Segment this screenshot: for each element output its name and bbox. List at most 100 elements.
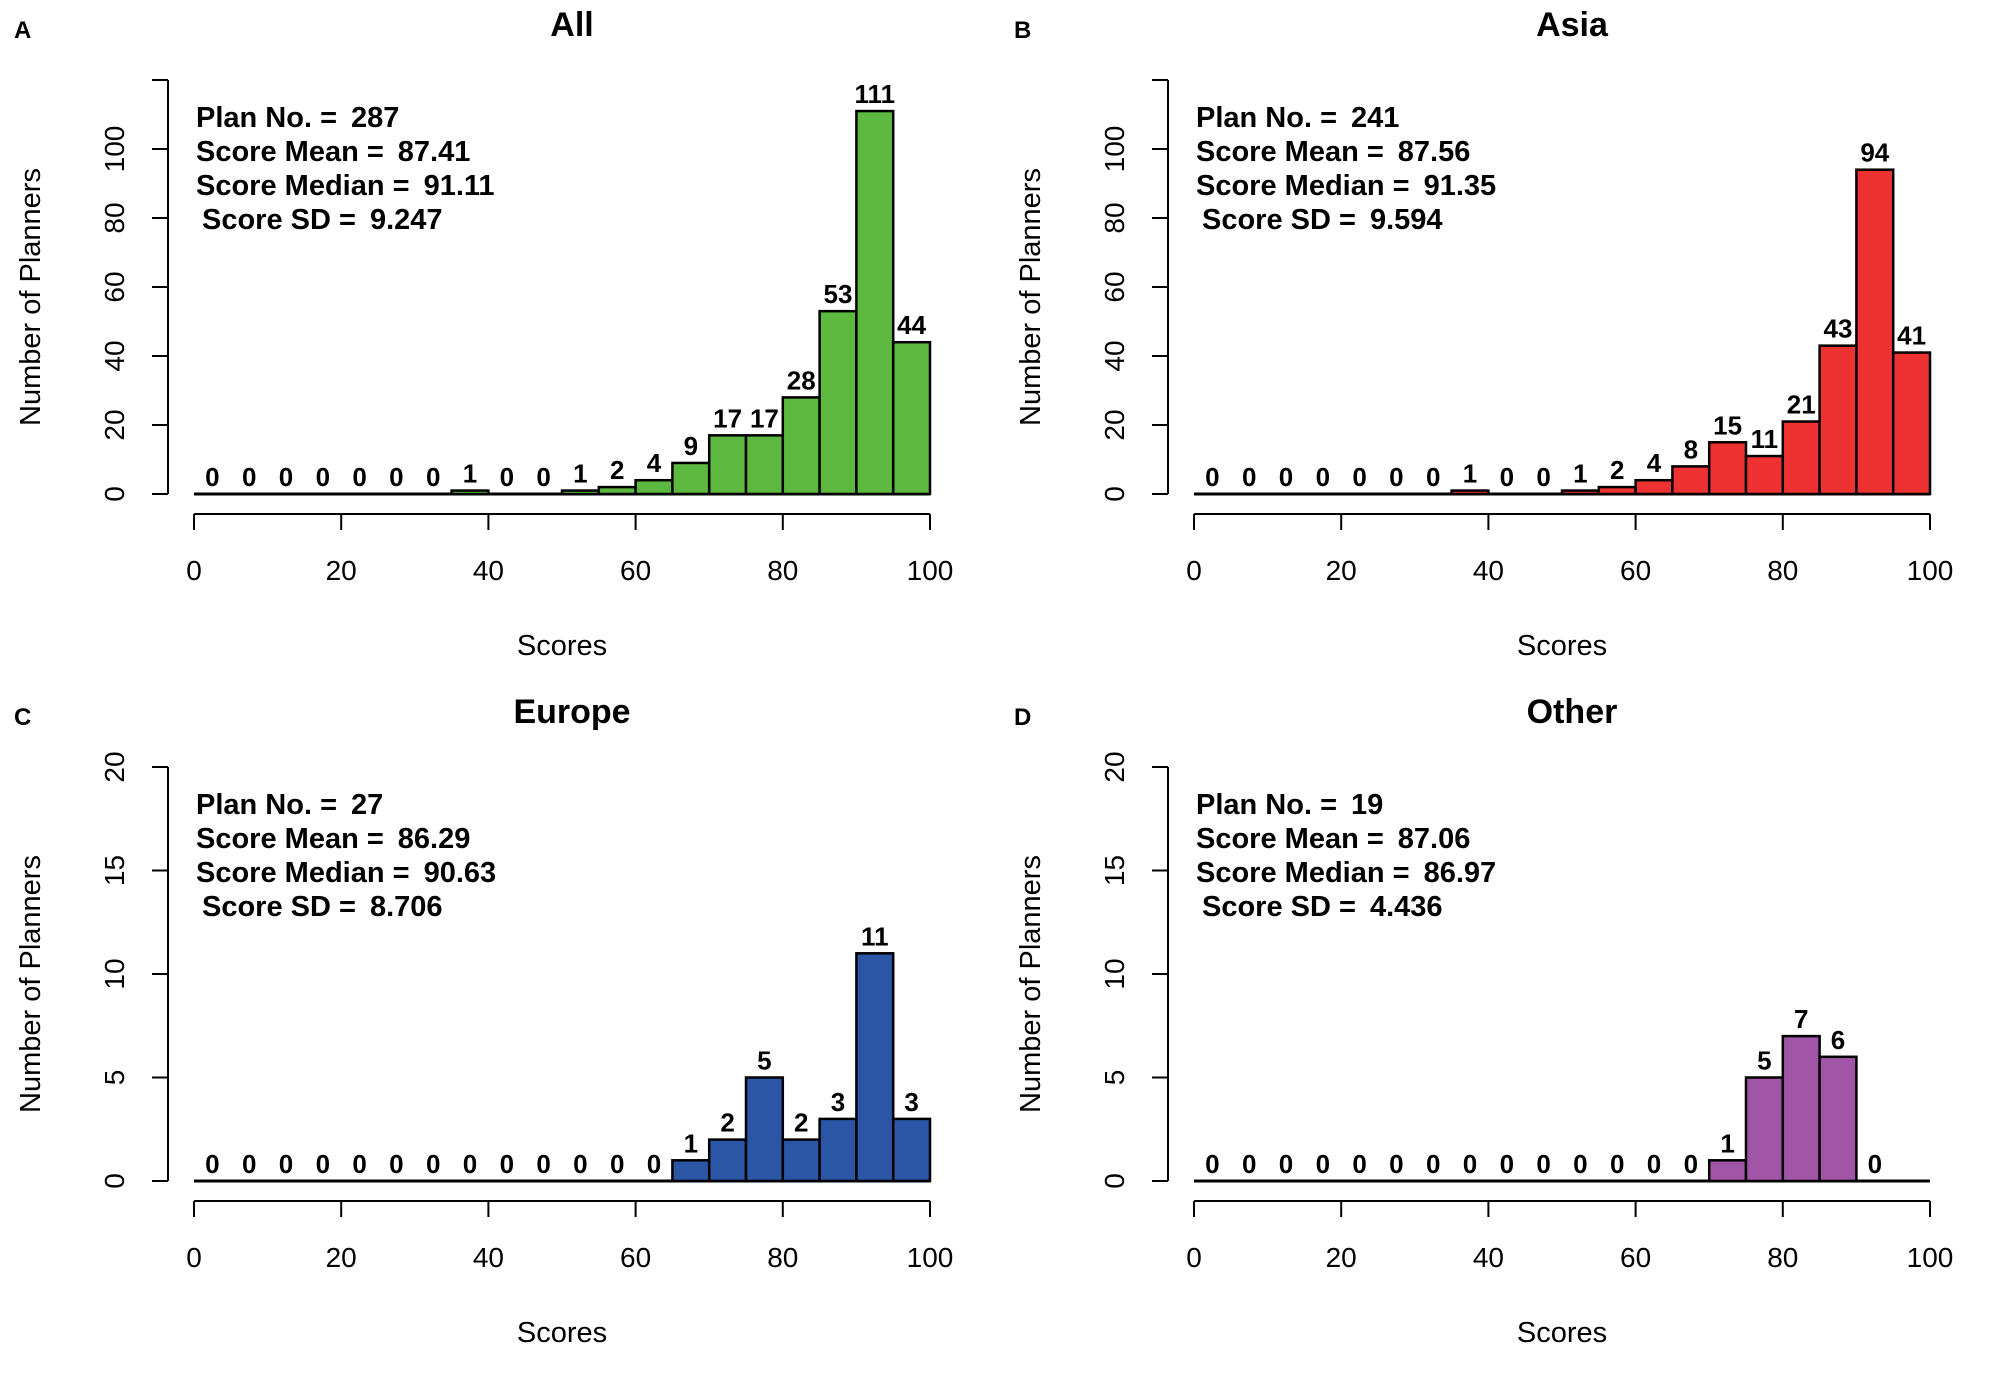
stat-value: 91.11 [424,170,495,202]
bar-count-label: 17 [750,403,779,433]
histogram-bar [744,1076,785,1183]
bar-count-label: 2 [720,1108,734,1138]
bar-count-label: 0 [1500,1149,1514,1179]
bar-count-label: 0 [1205,462,1219,492]
histogram-bar [1744,1076,1785,1183]
y-tick-label: 0 [1099,1173,1130,1189]
chart-title: Other [1527,693,1618,731]
stat-label: Score Median = [196,170,410,202]
stat-label: Score Mean = [196,136,384,168]
stat-label: Plan No. = [1196,789,1337,821]
bar-count-label: 11 [861,921,889,951]
histogram-bar [818,1117,858,1183]
bar-count-label: 0 [1647,1149,1661,1179]
stat-label: Score SD = [1202,204,1356,236]
bar-count-label: 5 [1757,1046,1771,1076]
stat-line: Plan No. = 241 [1196,102,1399,134]
stat-label: Plan No. = [1196,102,1337,134]
x-axis-label: Scores [517,1317,607,1349]
stat-value: 86.29 [398,823,471,855]
histogram-bar [1671,465,1711,496]
bar-count-label: 0 [426,1149,440,1179]
y-tick-label: 40 [1099,340,1130,371]
bar-count-label: 0 [279,1149,293,1179]
y-tick-label: 10 [99,958,130,989]
histogram-bar [1707,1159,1748,1183]
chart-title: All [550,6,593,44]
x-tick-label: 60 [1620,1242,1651,1273]
bar-count-label: 111 [855,79,896,109]
bar-count-label: 1 [1573,459,1587,489]
y-tick-label: 20 [99,409,130,440]
stat-label: Score SD = [202,891,356,923]
x-tick-label: 60 [620,555,651,586]
stat-value: 287 [351,102,399,134]
stat-label: Score Median = [1196,170,1410,202]
bar-count-label: 2 [1610,455,1624,485]
bar-count-label: 43 [1824,314,1853,344]
histogram-bar [707,1138,748,1183]
bar-count-label: 4 [647,448,662,478]
histogram-bar [560,489,601,496]
histogram-bar [744,434,785,496]
histogram-bar [855,952,895,1183]
panel-letter: B [1014,17,1031,44]
y-tick-label: 15 [99,855,130,886]
stat-line: Score Mean = 87.56 [1196,136,1470,168]
histogram-bar [1818,344,1858,496]
bar-count-label: 0 [352,462,366,492]
panel-d: D Other 0 5 10 15 20 Number of Planners 0 20 40 60 8… [1000,687,2000,1374]
x-axis-label: Scores [1517,630,1607,662]
stat-line: Plan No. = 27 [196,789,383,821]
bar-count-label: 0 [1500,462,1514,492]
stat-value: 8.706 [370,891,443,923]
bar-count-label: 0 [1352,462,1366,492]
y-tick-label: 100 [1099,126,1130,173]
bar-count-label: 1 [573,459,587,489]
stat-label: Score Median = [196,857,410,889]
x-tick-label: 0 [186,555,202,586]
histogram-bar [1634,478,1674,496]
x-tick-label: 40 [1473,555,1504,586]
stat-line: Plan No. = 287 [196,102,399,134]
x-tick-label: 0 [1186,1242,1202,1273]
histogram-bar [1560,489,1601,496]
stat-value: 9.594 [1370,204,1443,236]
histogram-bar [1597,485,1637,496]
bar-count-label: 28 [787,365,816,395]
x-tick-label: 100 [1907,1242,1954,1273]
x-tick-label: 40 [1473,1242,1504,1273]
histogram-bar [597,485,637,496]
bar-count-label: 0 [1573,1149,1587,1179]
bar-count-label: 0 [500,1149,514,1179]
histogram-bar [450,489,490,496]
x-tick-label: 60 [620,1242,651,1273]
stat-line: Score Median = 91.35 [1196,170,1496,202]
bar-count-label: 94 [1860,138,1889,168]
x-tick-label: 80 [1767,555,1798,586]
histogram-bar [1744,454,1785,496]
bar-count-label: 0 [1536,462,1550,492]
x-tick-label: 100 [907,1242,954,1273]
stat-line: Plan No. = 19 [1196,789,1383,821]
panel-letter: A [14,17,31,44]
bar-count-label: 11 [1751,424,1779,454]
y-tick-label: 0 [1099,486,1130,502]
y-tick-label: 5 [1099,1070,1130,1086]
bar-count-label: 0 [242,462,256,492]
bar-count-label: 0 [1316,462,1330,492]
bar-count-label: 1 [1463,459,1477,489]
bar-count-label: 5 [757,1046,771,1076]
histogram-bar [781,396,821,496]
stat-value: 241 [1351,102,1399,134]
histogram-bar [1781,420,1821,496]
panel-b: B Asia 0 20 40 60 80 100 Number of Planners 0 20 40… [1000,0,2000,687]
bar-count-label: 0 [1205,1149,1219,1179]
stat-line: Score Mean = 87.41 [196,136,470,168]
bar-count-label: 1 [463,459,477,489]
stat-line: Score SD = 8.706 [202,891,443,923]
stat-value: 87.41 [398,136,471,168]
bar-count-label: 0 [1242,462,1256,492]
stat-line: Score Median = 91.11 [196,170,495,202]
